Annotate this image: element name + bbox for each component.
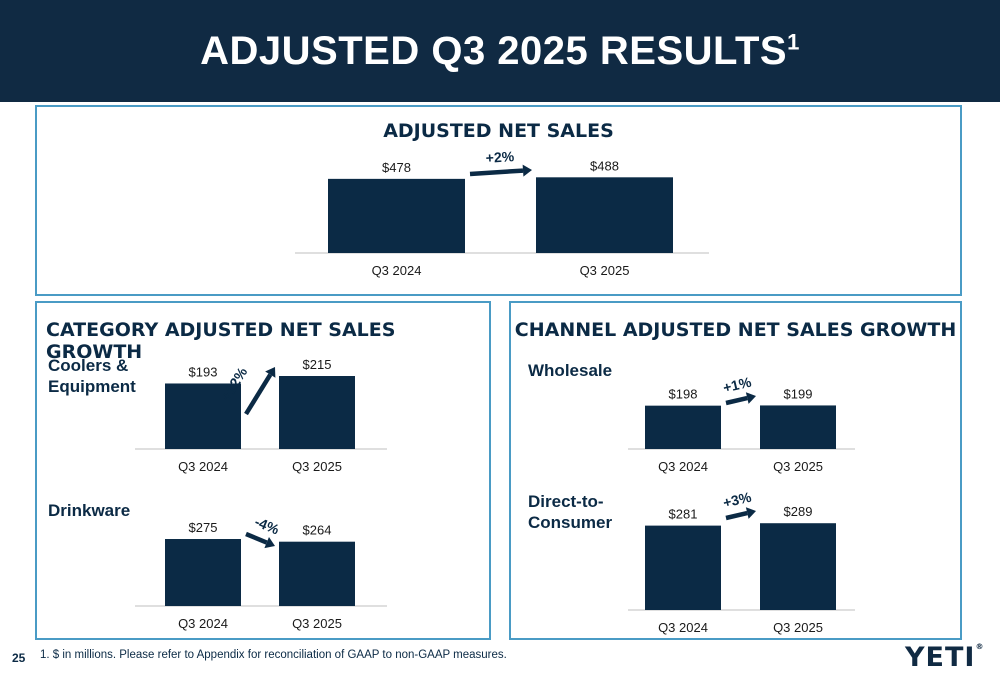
coolers-bar-2 <box>279 376 355 449</box>
net_sales-bar-1 <box>328 178 465 253</box>
panel-adjusted-net-sales: ADJUSTED NET SALES $478 Q3 2024 $488 Q3 202… <box>35 105 962 296</box>
coolers-category-label-1: Q3 2024 <box>178 459 228 474</box>
page-number: 25 <box>12 651 26 665</box>
panel-channel-growth: CHANNEL ADJUSTED NET SALES GROWTH Wholes… <box>509 301 962 640</box>
channel-charts: $198 Q3 2024 $199 Q3 2025 +1% $281 Q3 2024 $289… <box>628 373 855 635</box>
drinkware-value-label-2: $264 <box>303 523 332 538</box>
slide-title: ADJUSTED Q3 2025 RESULTS1 <box>200 28 800 73</box>
drinkware-growth-arrow-head <box>264 537 275 549</box>
series-label-wholesale: Wholesale <box>528 361 613 380</box>
series-label-dtc: Direct-to-Consumer <box>528 492 613 532</box>
wholesale-value-label-1: $198 <box>669 387 698 402</box>
slide-header: ADJUSTED Q3 2025 RESULTS1 <box>0 0 1000 102</box>
drinkware-growth-arrow-shaft <box>245 531 268 545</box>
panel-category-growth: CATEGORY ADJUSTED NET SALES GROWTH Coole… <box>35 301 491 640</box>
footnote: 1. $ in millions. Please refer to Append… <box>40 649 507 661</box>
wholesale-growth-arrow-head <box>745 392 756 404</box>
panel-title-category: CATEGORY ADJUSTED NET SALES GROWTH <box>46 319 396 363</box>
wholesale-growth-arrow-shaft <box>725 395 748 406</box>
coolers-growth-arrow-head <box>265 367 276 378</box>
series-label-drinkware: Drinkware <box>48 501 131 520</box>
drinkware-category-label-1: Q3 2024 <box>178 616 228 631</box>
dtc-growth-arrow-head <box>745 507 756 519</box>
net_sales-growth-label: +2% <box>485 148 515 166</box>
drinkware-bar-2 <box>279 541 355 606</box>
dtc-bar-1 <box>645 525 721 610</box>
registered-mark: ® <box>975 642 984 651</box>
net_sales-value-label-1: $478 <box>382 160 411 175</box>
drinkware-bar-1 <box>165 539 241 606</box>
series-label-coolers: Coolers & Equipment <box>48 356 136 396</box>
wholesale-growth-label: +1% <box>721 373 753 395</box>
net-sales-chart: $478 Q3 2024 $488 Q3 2025 +2% <box>295 148 709 278</box>
drinkware-category-label-2: Q3 2025 <box>292 616 342 631</box>
coolers-growth-arrow-shaft <box>244 373 273 416</box>
wholesale-bar-1 <box>645 405 721 449</box>
dtc-category-label-1: Q3 2024 <box>658 620 708 635</box>
dtc-category-label-2: Q3 2025 <box>773 620 823 635</box>
coolers-value-label-2: $215 <box>303 357 332 372</box>
dtc-value-label-2: $289 <box>784 504 813 519</box>
yeti-logo: YETI® <box>905 642 984 673</box>
panel-title-net-sales: ADJUSTED NET SALES <box>383 120 614 142</box>
wholesale-bar-2 <box>760 405 836 449</box>
net_sales-category-label-2: Q3 2025 <box>580 263 630 278</box>
panel-title-channel: CHANNEL ADJUSTED NET SALES GROWTH <box>514 319 957 341</box>
title-footnote-marker: 1 <box>787 29 800 55</box>
wholesale-category-label-1: Q3 2024 <box>658 459 708 474</box>
net_sales-growth-arrow-shaft <box>469 168 524 177</box>
net_sales-value-label-2: $488 <box>590 158 619 173</box>
drinkware-growth-label: -4% <box>252 513 282 538</box>
net_sales-category-label-1: Q3 2024 <box>372 263 422 278</box>
dtc-growth-label: +3% <box>721 488 753 510</box>
wholesale-value-label-2: $199 <box>784 386 813 401</box>
dtc-value-label-1: $281 <box>669 507 698 522</box>
net_sales-bar-2 <box>536 177 673 253</box>
coolers-bar-1 <box>165 383 241 449</box>
dtc-growth-arrow-shaft <box>725 510 748 521</box>
coolers-category-label-2: Q3 2025 <box>292 459 342 474</box>
net_sales-growth-arrow-head <box>522 164 532 177</box>
drinkware-value-label-1: $275 <box>189 520 218 535</box>
coolers-value-label-1: $193 <box>189 364 218 379</box>
dtc-bar-2 <box>760 523 836 610</box>
wholesale-category-label-2: Q3 2025 <box>773 459 823 474</box>
